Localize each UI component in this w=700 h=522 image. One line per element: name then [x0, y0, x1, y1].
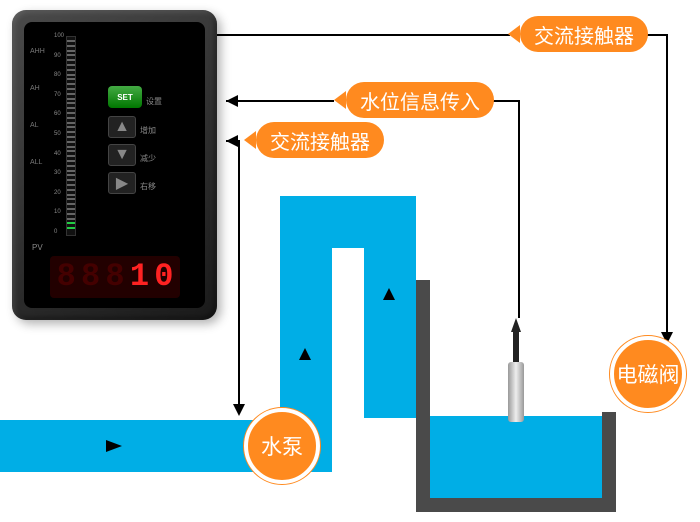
bar-scale: 1009080706050403020100: [54, 36, 82, 236]
pipe-riser-2: [364, 196, 416, 418]
pipe-inlet: [0, 420, 280, 472]
down-label: 减少: [140, 153, 156, 164]
arrowhead: [226, 135, 238, 147]
diagram-canvas: 交流接触器 水位信息传入 交流接触器 水泵 电磁阀 AHH AH AL ALL …: [0, 0, 700, 522]
alarm-labels: AHH AH AL ALL: [30, 48, 45, 196]
line: [518, 100, 520, 318]
up-button[interactable]: ▲: [108, 116, 136, 138]
line: [190, 34, 510, 36]
line: [666, 34, 668, 334]
led-display: 8 8 8 1 0: [50, 256, 180, 298]
label-text: 交流接触器: [534, 20, 634, 49]
level-controller: AHH AH AL ALL 1009080706050403020100 SET…: [12, 10, 217, 320]
set-label: 设置: [146, 96, 162, 107]
right-label: 右移: [140, 181, 156, 192]
set-button[interactable]: SET: [108, 86, 142, 108]
line: [238, 140, 240, 408]
arrowhead: [233, 404, 245, 416]
digit: 0: [152, 256, 176, 298]
valve-label: 电磁阀: [617, 359, 680, 389]
flow-arrow: [106, 440, 122, 452]
digit: 8: [54, 256, 78, 298]
label-text: 交流接触器: [270, 126, 370, 155]
pv-label: PV: [32, 243, 43, 252]
up-label: 增加: [140, 125, 156, 136]
tank-wall-right: [602, 412, 616, 512]
arrowhead: [383, 288, 395, 300]
level-sensor: [506, 318, 526, 422]
digit: 1: [127, 256, 151, 298]
tank-wall-left: [416, 280, 430, 512]
label-contactor-top: 交流接触器: [520, 16, 648, 52]
digit: 8: [78, 256, 102, 298]
line: [226, 100, 334, 102]
tank-wall-bottom: [416, 498, 616, 512]
right-button[interactable]: ▶: [108, 172, 136, 194]
arrowhead: [226, 95, 238, 107]
control-column: SET 设置 ▲ 增加 ▼ 减少 ▶ 右移: [108, 86, 168, 200]
tank-water: [430, 416, 602, 498]
pump-label: 水泵: [261, 431, 303, 461]
label-contactor-mid: 交流接触器: [256, 122, 384, 158]
label-text: 水位信息传入: [360, 86, 480, 115]
digit: 8: [103, 256, 127, 298]
valve-node: 电磁阀: [610, 336, 686, 412]
arrowhead: [299, 348, 311, 360]
label-signal-in: 水位信息传入: [346, 82, 494, 118]
pump-node: 水泵: [244, 408, 320, 484]
down-button[interactable]: ▼: [108, 144, 136, 166]
